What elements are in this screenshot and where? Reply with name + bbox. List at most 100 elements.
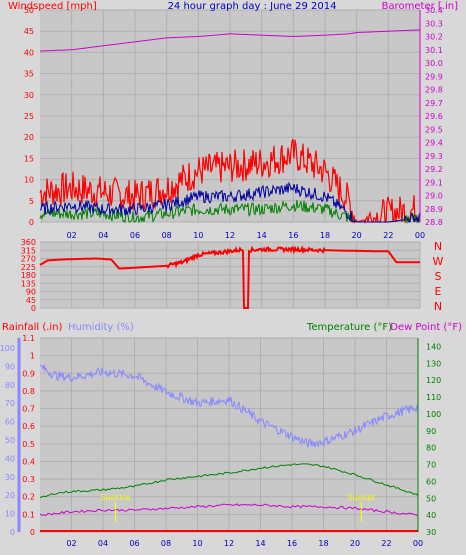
rain-y-tick-label: 0.3 bbox=[22, 475, 35, 484]
dewpoint-label: Dew Point (°F) bbox=[390, 322, 462, 333]
compass-label: N bbox=[434, 300, 442, 313]
direction-y-tick-label: 315 bbox=[21, 246, 36, 255]
wind-x-tick-label: 08 bbox=[162, 231, 172, 240]
rain-y-tick-label: 1.1 bbox=[22, 334, 35, 343]
rain-y-tick-label: 0.5 bbox=[22, 440, 35, 449]
humidity-y-tick-label: 10 bbox=[5, 510, 15, 519]
humidity-y-tick-label: 80 bbox=[5, 381, 15, 390]
wind-y-tick-label: 10 bbox=[24, 176, 34, 185]
barometer-y-tick-label: 28.8 bbox=[425, 218, 443, 227]
sun-marker-label: Sunrise bbox=[101, 493, 131, 502]
wind-series-line bbox=[39, 181, 421, 223]
barometer-y-tick-label: 29.9 bbox=[425, 72, 443, 81]
wind-x-tick-label: 20 bbox=[352, 231, 362, 240]
temperature-y-tick-label: 40 bbox=[426, 511, 436, 520]
humidity-y-tick-label: 90 bbox=[5, 362, 15, 371]
lower-x-tick-label: 06 bbox=[129, 539, 139, 548]
barometer-line bbox=[39, 29, 421, 52]
wind-x-tick-label: 18 bbox=[320, 231, 330, 240]
humidity-y-tick-label: 20 bbox=[5, 491, 15, 500]
barometer-y-tick-label: 29.2 bbox=[425, 165, 443, 174]
rain-y-tick-label: 0.6 bbox=[22, 422, 35, 431]
temperature-y-tick-label: 100 bbox=[426, 410, 441, 419]
wind-y-tick-label: 5 bbox=[29, 197, 34, 206]
humidity-y-ticks: 0 10 20 30 40 50 60 70 80 90 100 bbox=[0, 344, 15, 537]
barometer-y-tick-label: 29.3 bbox=[425, 152, 443, 161]
temperature-y-tick-label: 30 bbox=[426, 528, 436, 537]
temperature-y-tick-label: 80 bbox=[426, 444, 436, 453]
humidity-y-tick-label: 70 bbox=[5, 399, 15, 408]
compass-label: S bbox=[435, 270, 442, 283]
wind-x-tick-label: 04 bbox=[98, 231, 108, 240]
dewpoint-line bbox=[39, 503, 419, 517]
humidity-y-tick-label: 50 bbox=[5, 436, 15, 445]
lower-x-tick-label: 02 bbox=[66, 539, 76, 548]
wind-y-tick-label: 20 bbox=[24, 133, 34, 142]
rain-humidity-temp-panel: 0 0.1 0.2 0.3 0.4 0.5 0.6 0.7 0.8 0.9 1 1.1 0 10 20 30… bbox=[0, 322, 462, 548]
humidity-y-tick-label: 0 bbox=[10, 528, 15, 537]
temperature-y-tick-label: 120 bbox=[426, 376, 441, 385]
direction-series bbox=[39, 245, 420, 309]
wind-y-tick-label: 0 bbox=[29, 218, 34, 227]
direction-y-tick-label: 45 bbox=[26, 296, 36, 305]
barometer-y-tick-label: 29.6 bbox=[425, 112, 443, 121]
rain-y-tick-label: 0.1 bbox=[22, 510, 35, 519]
barometer-y-tick-label: 29.1 bbox=[425, 178, 443, 187]
direction-grid bbox=[40, 241, 421, 309]
lower-x-tick-label: 10 bbox=[192, 539, 202, 548]
wind-y-tick-label: 50 bbox=[24, 6, 34, 15]
barometer-y-tick-label: 29.0 bbox=[425, 192, 443, 201]
rain-y-ticks: 0 0.1 0.2 0.3 0.4 0.5 0.6 0.7 0.8 0.9 1 1.1 bbox=[22, 334, 35, 537]
wind-x-tick-label: 00 bbox=[415, 231, 425, 240]
temperature-y-tick-label: 60 bbox=[426, 477, 436, 486]
wind-series bbox=[39, 29, 421, 224]
wind-y-tick-label: 15 bbox=[24, 154, 34, 163]
barometer-y-tick-label: 29.7 bbox=[425, 99, 443, 108]
windspeed-label: Windspeed [mph] bbox=[8, 1, 97, 12]
lower-x-tick-label: 16 bbox=[287, 539, 297, 548]
barometer-y-tick-label: 29.5 bbox=[425, 125, 443, 134]
lower-x-tick-label: 00 bbox=[413, 539, 423, 548]
sun-marker-label: Sunset bbox=[348, 493, 375, 502]
temperature-y-tick-label: 90 bbox=[426, 427, 436, 436]
compass-label: N bbox=[434, 240, 442, 253]
lower-x-tick-label: 18 bbox=[318, 539, 328, 548]
direction-y-tick-label: 360 bbox=[21, 238, 36, 247]
barometer-y-tick-label: 30.2 bbox=[425, 33, 443, 42]
barometer-y-tick-label: 30.0 bbox=[425, 59, 443, 68]
wind-x-tick-label: 12 bbox=[225, 231, 235, 240]
direction-line bbox=[39, 245, 420, 309]
direction-y-tick-label: 135 bbox=[21, 279, 36, 288]
humidity-y-tick-label: 60 bbox=[5, 418, 15, 427]
rainfall-label: Rainfall (.in) bbox=[2, 322, 63, 333]
barometer-y-tick-label: 30.4 bbox=[425, 6, 443, 15]
rain-y-tick-label: 0.9 bbox=[22, 369, 35, 378]
wind-x-tick-label: 10 bbox=[193, 231, 203, 240]
humidity-line bbox=[39, 364, 419, 448]
wind-y-tick-label: 40 bbox=[24, 48, 34, 57]
lower-x-tick-label: 08 bbox=[161, 539, 171, 548]
temperature-y-tick-label: 110 bbox=[426, 393, 441, 402]
rain-y-tick-label: 1 bbox=[30, 352, 35, 361]
direction-y-tick-label: 180 bbox=[21, 271, 36, 280]
wind-x-tick-label: 06 bbox=[130, 231, 140, 240]
temperature-line bbox=[39, 463, 419, 499]
temperature-y-tick-label: 70 bbox=[426, 461, 436, 470]
wind-y-tick-label: 35 bbox=[24, 70, 34, 79]
direction-y-tick-label: 90 bbox=[26, 288, 36, 297]
wind-x-tick-label: 16 bbox=[288, 231, 298, 240]
wind-y-tick-label: 30 bbox=[24, 91, 34, 100]
humidity-y-tick-label: 100 bbox=[0, 344, 15, 353]
barometer-y-tick-label: 29.4 bbox=[425, 139, 443, 148]
sun-markers: Sunrise Sunset bbox=[101, 493, 375, 522]
barometer-y-tick-label: 30.3 bbox=[425, 19, 443, 28]
temperature-label: Temperature (°F) bbox=[306, 322, 392, 333]
direction-y-tick-label: 0 bbox=[31, 304, 36, 313]
compass-label: E bbox=[435, 285, 442, 298]
rain-y-tick-label: 0.8 bbox=[22, 387, 35, 396]
humidity-y-tick-label: 30 bbox=[5, 473, 15, 482]
barometer-y-tick-label: 30.1 bbox=[425, 46, 443, 55]
